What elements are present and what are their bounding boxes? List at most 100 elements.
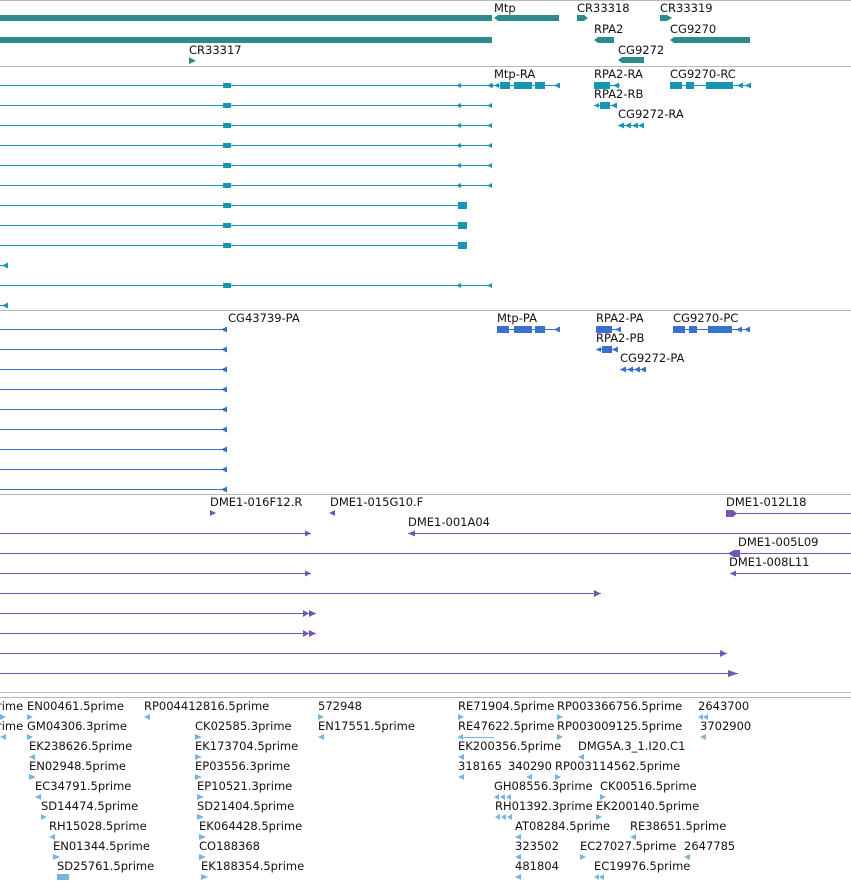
est-feature[interactable] bbox=[515, 854, 521, 860]
protein-label[interactable]: Mtp-PA bbox=[497, 311, 537, 325]
est-label[interactable]: RE38651.5prime bbox=[630, 819, 726, 833]
est-label[interactable]: 323502 bbox=[515, 839, 559, 853]
transcript-row[interactable] bbox=[0, 143, 492, 148]
clone-row[interactable] bbox=[0, 590, 601, 597]
est-feature[interactable] bbox=[594, 874, 604, 880]
est-label[interactable]: 481804 bbox=[515, 859, 559, 873]
est-label[interactable]: RE71904.5prime bbox=[458, 699, 554, 713]
est-label[interactable]: RE47622.5prime bbox=[458, 719, 554, 733]
transcript-label[interactable]: RPA2-RA bbox=[594, 67, 643, 81]
est-label[interactable]: 2647785 bbox=[684, 839, 735, 853]
est-feature[interactable] bbox=[458, 774, 464, 780]
transcript-row[interactable] bbox=[0, 262, 8, 269]
est-label[interactable]: CK00516.5prime bbox=[600, 779, 697, 793]
clone-row[interactable] bbox=[0, 670, 738, 677]
est-label[interactable]: EK188354.5prime bbox=[201, 859, 304, 873]
est-feature[interactable] bbox=[53, 854, 60, 860]
transcript-row[interactable] bbox=[0, 183, 492, 188]
clone-row[interactable] bbox=[0, 610, 316, 617]
est-feature[interactable] bbox=[49, 834, 55, 840]
est-label[interactable]: RH15028.5prime bbox=[49, 819, 147, 833]
est-label[interactable]: EK200140.5prime bbox=[596, 799, 699, 813]
est-feature[interactable] bbox=[318, 714, 324, 720]
est-feature[interactable] bbox=[458, 754, 464, 760]
gene-feature-cr33318[interactable] bbox=[577, 15, 588, 21]
gene-label[interactable]: CG9270 bbox=[670, 22, 716, 36]
est-feature[interactable] bbox=[515, 834, 521, 840]
protein-label[interactable]: CG43739-PA bbox=[228, 311, 300, 325]
est-label[interactable]: EC19976.5prime bbox=[594, 859, 690, 873]
est-feature[interactable] bbox=[195, 734, 202, 740]
clone-feature[interactable] bbox=[408, 530, 851, 537]
clone-feature[interactable] bbox=[329, 510, 335, 516]
est-feature[interactable] bbox=[557, 714, 563, 720]
est-feature[interactable] bbox=[197, 794, 204, 800]
est-feature[interactable] bbox=[684, 854, 690, 860]
est-label[interactable]: SD14474.5prime bbox=[41, 799, 138, 813]
transcript-cg9270-rc[interactable] bbox=[670, 82, 751, 89]
clone-label[interactable]: DME1-005L09 bbox=[738, 535, 819, 549]
transcript-row[interactable] bbox=[0, 222, 467, 229]
clone-row[interactable] bbox=[0, 650, 727, 657]
protein-rpa2-pa[interactable] bbox=[596, 326, 621, 333]
transcript-label[interactable]: Mtp-RA bbox=[494, 67, 535, 81]
est-label[interactable]: rime bbox=[0, 719, 23, 733]
est-label[interactable]: 340290 bbox=[508, 759, 552, 773]
est-feature[interactable] bbox=[698, 714, 708, 720]
transcript-cg9272-ra[interactable] bbox=[618, 122, 644, 129]
transcript-rpa2-ra[interactable] bbox=[594, 82, 620, 89]
transcript-row[interactable] bbox=[0, 123, 492, 128]
gene-feature[interactable] bbox=[0, 37, 492, 43]
est-feature[interactable] bbox=[494, 794, 511, 800]
protein-row[interactable] bbox=[0, 366, 227, 373]
transcript-row[interactable] bbox=[0, 163, 492, 168]
est-label[interactable]: EN00461.5prime bbox=[27, 699, 124, 713]
est-label[interactable]: EN17551.5prime bbox=[318, 719, 415, 733]
est-label[interactable]: 572948 bbox=[318, 699, 362, 713]
est-feature[interactable] bbox=[0, 714, 6, 720]
gene-label[interactable]: CR33318 bbox=[577, 1, 630, 15]
est-feature[interactable] bbox=[318, 734, 324, 740]
protein-row[interactable] bbox=[0, 386, 227, 393]
gene-feature-cr33319[interactable] bbox=[660, 15, 672, 21]
transcript-row[interactable] bbox=[0, 242, 467, 249]
protein-cg9270-pc[interactable] bbox=[673, 326, 750, 333]
est-label[interactable]: SD25761.5prime bbox=[57, 859, 154, 873]
clone-label[interactable]: DME1-015G10.F bbox=[330, 495, 423, 509]
est-feature[interactable] bbox=[27, 734, 33, 740]
est-label[interactable]: EN01344.5prime bbox=[53, 839, 150, 853]
gene-feature-cg9270[interactable] bbox=[670, 37, 750, 43]
transcript-label[interactable]: CG9270-RC bbox=[670, 67, 736, 81]
est-feature[interactable] bbox=[555, 774, 561, 780]
est-feature[interactable] bbox=[201, 874, 208, 880]
protein-label[interactable]: RPA2-PB bbox=[596, 331, 644, 345]
est-feature[interactable] bbox=[29, 774, 36, 780]
protein-rpa2-pb[interactable] bbox=[596, 346, 618, 353]
gene-feature-cr33317[interactable] bbox=[189, 57, 196, 64]
est-feature[interactable] bbox=[144, 714, 150, 720]
est-label[interactable]: RP004412816.5prime bbox=[144, 699, 269, 713]
protein-mtp-pa[interactable] bbox=[497, 326, 560, 333]
est-label[interactable]: RP003366756.5prime bbox=[557, 699, 682, 713]
est-feature[interactable] bbox=[700, 734, 706, 740]
protein-label[interactable]: CG9270-PC bbox=[673, 311, 738, 325]
est-feature[interactable] bbox=[600, 794, 606, 800]
clone-row[interactable] bbox=[0, 550, 851, 557]
est-feature[interactable] bbox=[0, 734, 6, 740]
transcript-row[interactable] bbox=[0, 302, 8, 309]
est-feature[interactable] bbox=[29, 754, 35, 760]
gene-label[interactable]: CR33319 bbox=[660, 1, 713, 15]
clone-row[interactable] bbox=[0, 630, 316, 637]
est-feature[interactable] bbox=[630, 834, 636, 840]
gene-label[interactable]: CG9272 bbox=[618, 43, 664, 57]
est-label[interactable]: RH01392.3prime bbox=[495, 799, 593, 813]
est-feature[interactable] bbox=[580, 854, 586, 860]
est-feature[interactable] bbox=[458, 734, 494, 740]
est-label[interactable]: rime bbox=[0, 699, 23, 713]
gene-label[interactable]: CR33317 bbox=[189, 43, 242, 57]
est-label[interactable]: GH08556.3prime bbox=[494, 779, 593, 793]
est-feature[interactable] bbox=[35, 794, 41, 800]
protein-row[interactable] bbox=[0, 426, 227, 433]
protein-row[interactable] bbox=[0, 406, 227, 413]
protein-label[interactable]: RPA2-PA bbox=[596, 311, 644, 325]
